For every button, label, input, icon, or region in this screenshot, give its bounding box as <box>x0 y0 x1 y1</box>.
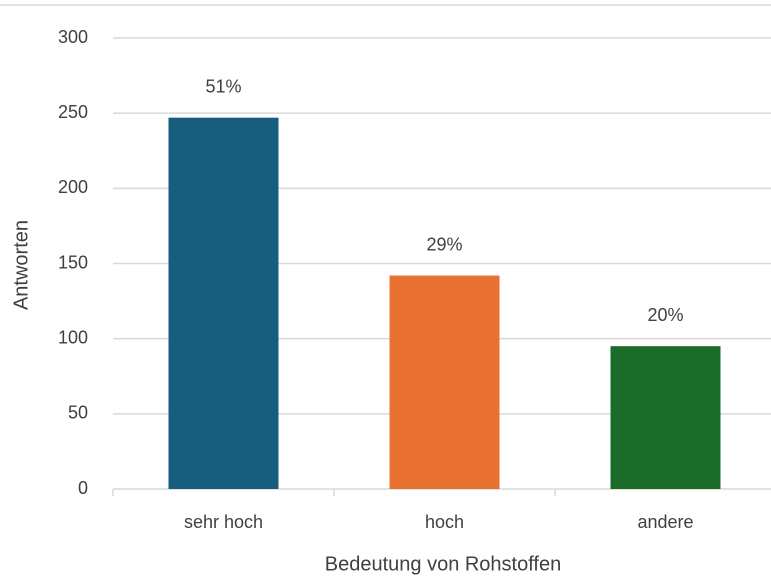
x-axis-title: Bedeutung von Rohstoffen <box>325 553 561 575</box>
y-tick-label: 200 <box>58 177 88 197</box>
y-tick-label: 0 <box>78 478 88 498</box>
y-tick-label: 100 <box>58 327 88 347</box>
bar <box>610 346 721 489</box>
y-tick-label: 150 <box>58 252 88 272</box>
y-tick-label: 300 <box>58 27 88 47</box>
y-axis-title: Antworten <box>10 220 32 310</box>
y-tick-label: 250 <box>58 102 88 122</box>
data-label: 51% <box>205 76 241 96</box>
bar <box>389 275 500 489</box>
x-tick-label: andere <box>637 512 693 532</box>
x-tick-label: hoch <box>425 512 464 532</box>
y-tick-label: 50 <box>68 403 88 423</box>
data-label: 29% <box>426 234 462 254</box>
x-tick-label: sehr hoch <box>184 512 263 532</box>
bar <box>168 117 279 489</box>
data-label: 20% <box>647 305 683 325</box>
